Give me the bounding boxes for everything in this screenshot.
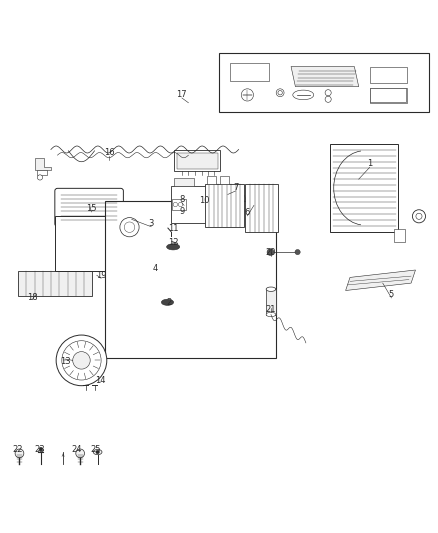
Text: 9: 9 xyxy=(179,207,184,215)
Circle shape xyxy=(73,352,90,369)
Circle shape xyxy=(295,249,300,255)
Bar xyxy=(230,63,269,81)
Text: 19: 19 xyxy=(96,271,106,280)
Bar xyxy=(172,199,186,210)
Text: 7: 7 xyxy=(233,183,238,192)
Circle shape xyxy=(178,203,183,207)
Circle shape xyxy=(126,217,131,222)
Circle shape xyxy=(62,341,101,380)
Text: 1: 1 xyxy=(367,159,372,168)
Bar xyxy=(171,185,206,223)
Circle shape xyxy=(37,175,42,180)
Polygon shape xyxy=(35,158,51,171)
Text: 3: 3 xyxy=(148,219,154,228)
Bar xyxy=(68,224,119,233)
Text: 2: 2 xyxy=(166,298,171,307)
Ellipse shape xyxy=(266,312,276,317)
Text: 24: 24 xyxy=(72,445,82,454)
Circle shape xyxy=(325,90,331,96)
Bar xyxy=(174,178,194,185)
Text: 23: 23 xyxy=(35,445,45,454)
Bar xyxy=(266,289,276,314)
Ellipse shape xyxy=(293,90,314,100)
Circle shape xyxy=(120,217,139,237)
Text: 15: 15 xyxy=(86,204,97,213)
Bar xyxy=(245,184,278,232)
Bar xyxy=(394,229,405,243)
Text: 8: 8 xyxy=(179,195,184,204)
Bar xyxy=(55,216,160,271)
Text: 13: 13 xyxy=(60,357,71,366)
Bar xyxy=(174,150,220,171)
Text: 25: 25 xyxy=(91,445,101,454)
Text: 21: 21 xyxy=(265,305,276,314)
Bar xyxy=(370,67,407,83)
Bar xyxy=(330,144,398,231)
Circle shape xyxy=(96,450,99,454)
Circle shape xyxy=(173,203,177,207)
Ellipse shape xyxy=(93,449,102,455)
Text: 12: 12 xyxy=(168,238,178,247)
Ellipse shape xyxy=(161,299,173,305)
Bar xyxy=(219,53,428,111)
Bar xyxy=(177,154,218,169)
Text: 11: 11 xyxy=(168,223,178,232)
Circle shape xyxy=(413,210,426,223)
Text: 22: 22 xyxy=(12,445,22,454)
Ellipse shape xyxy=(266,287,276,292)
Circle shape xyxy=(325,96,331,102)
Polygon shape xyxy=(346,270,416,290)
Bar xyxy=(207,176,216,183)
Circle shape xyxy=(416,213,422,220)
Circle shape xyxy=(276,89,284,96)
Circle shape xyxy=(123,214,134,225)
Polygon shape xyxy=(291,67,359,87)
Circle shape xyxy=(15,449,24,458)
Circle shape xyxy=(124,222,135,232)
Circle shape xyxy=(39,447,42,451)
Circle shape xyxy=(241,89,254,101)
Bar xyxy=(370,88,407,103)
Bar xyxy=(37,169,47,175)
Text: 10: 10 xyxy=(199,196,209,205)
Circle shape xyxy=(267,248,274,256)
Bar xyxy=(106,201,276,358)
Bar xyxy=(18,271,92,296)
Ellipse shape xyxy=(166,244,180,250)
Bar xyxy=(370,88,406,102)
Bar xyxy=(205,183,244,227)
FancyBboxPatch shape xyxy=(55,188,124,227)
Circle shape xyxy=(278,91,283,95)
Text: 20: 20 xyxy=(265,248,276,257)
Text: 16: 16 xyxy=(104,149,114,157)
Text: 17: 17 xyxy=(177,91,187,100)
Circle shape xyxy=(56,335,107,386)
Text: 5: 5 xyxy=(389,290,394,300)
Bar xyxy=(220,176,229,183)
Text: 18: 18 xyxy=(27,293,37,302)
Text: 6: 6 xyxy=(245,208,250,217)
Circle shape xyxy=(76,449,85,458)
Text: 14: 14 xyxy=(95,376,106,384)
Text: 4: 4 xyxy=(153,264,158,273)
